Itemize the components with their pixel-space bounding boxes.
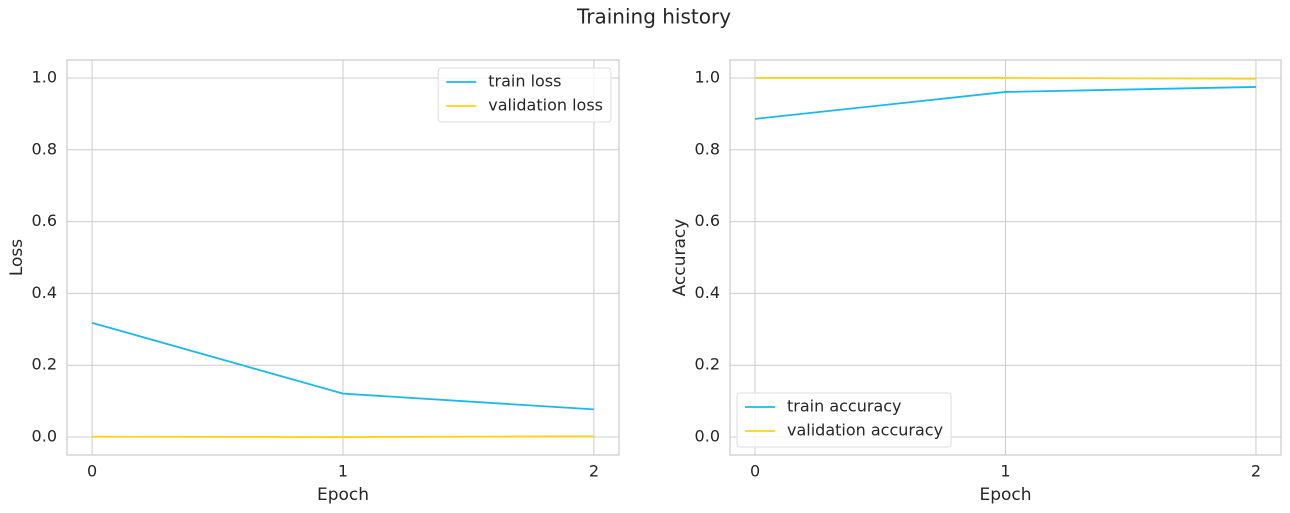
y-tick-label: 0.8 (32, 139, 57, 158)
x-tick-label: 1 (1000, 462, 1010, 481)
legend: train loss validation loss (437, 67, 612, 123)
y-tick-label: 0.4 (695, 283, 720, 302)
legend-label: train accuracy (787, 397, 902, 416)
y-axis-label: Accuracy (670, 219, 690, 297)
legend: train accuracy validation accuracy (736, 392, 952, 448)
y-tick-label: 0.0 (32, 427, 57, 446)
legend-frame (437, 67, 612, 123)
y-tick-label: 0.8 (695, 139, 720, 158)
legend-label: validation loss (488, 96, 603, 115)
plot-frame (66, 59, 620, 456)
y-tick-label: 0.2 (32, 355, 57, 374)
legend-frame (736, 392, 952, 448)
x-tick-label: 2 (1251, 462, 1261, 481)
legend-label: train loss (488, 72, 561, 91)
line-series (91, 321, 594, 411)
line-series (92, 435, 594, 438)
x-axis-label: Epoch (979, 485, 1031, 505)
y-tick-label: 1.0 (695, 67, 720, 86)
y-tick-label: 1.0 (32, 67, 57, 86)
x-axis-label: Epoch (317, 485, 369, 505)
y-tick-label: 0.0 (695, 427, 720, 446)
figure-title: Training history (576, 5, 731, 29)
x-tick-label: 0 (750, 462, 760, 481)
x-tick-label: 0 (87, 462, 97, 481)
x-tick-label: 2 (589, 462, 599, 481)
x-tick-label: 1 (338, 462, 348, 481)
y-axis-label: Loss (7, 239, 27, 276)
y-tick-label: 0.6 (695, 211, 720, 230)
plot-frame (729, 59, 1282, 456)
y-tick-label: 0.4 (32, 283, 57, 302)
legend-label: validation accuracy (787, 421, 943, 440)
y-tick-label: 0.6 (32, 211, 57, 230)
y-tick-label: 0.2 (695, 355, 720, 374)
line-series (754, 86, 1256, 120)
line-series (755, 77, 1256, 80)
